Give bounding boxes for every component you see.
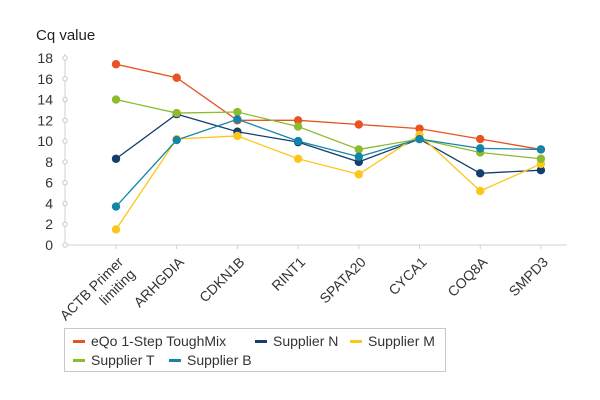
data-point [536,154,546,163]
data-point [111,60,121,69]
data-point [111,202,121,211]
data-point [233,131,242,141]
y-tick-label: 10 [37,133,53,149]
y-tick-mark [62,221,68,227]
y-tick-mark [62,138,68,144]
data-point [354,170,363,179]
y-tick-label: 0 [45,237,53,253]
x-tick-label-line: ARHGDIA [130,253,187,310]
data-point [476,186,485,196]
data-point [476,134,485,144]
data-point [354,145,363,154]
y-tick-label: 18 [37,50,53,66]
x-tick-label-line: SPATA20 [316,254,369,307]
x-tick-label: ACTB Primerlimiting [57,254,139,336]
data-point [536,166,546,175]
x-tick-label: CYCA1 [385,254,429,298]
data-point [536,145,546,154]
x-tick-label-line: CYCA1 [385,254,429,298]
y-tick-label: 4 [45,195,53,211]
data-point [293,122,303,131]
data-point [354,120,363,129]
y-tick-mark [62,200,68,207]
data-point [415,124,424,133]
legend-swatch [73,358,85,362]
x-tick-label-line: SMPD3 [506,254,552,300]
data-point [293,154,303,163]
legend-label: Supplier T [91,352,155,368]
series-line [115,134,542,230]
legend-label: Supplier B [187,352,252,368]
y-tick-label: 16 [37,71,53,87]
legend-swatch [73,339,85,343]
legend-label: Supplier M [368,333,435,349]
y-tick-label: 12 [37,112,53,128]
data-point [172,108,181,118]
x-tick-label: ARHGDIA [130,253,187,310]
data-point [111,95,121,104]
legend-label: eQo 1-Step ToughMix [91,333,227,349]
series-line [115,118,541,207]
legend: eQo 1-Step ToughMix Supplier N Supplier M S… [64,328,446,372]
y-tick-mark [62,55,68,61]
legend-swatch [255,339,267,343]
data-point [233,115,242,124]
legend-label: Supplier N [273,333,339,349]
legend-item: Supplier B [169,352,252,368]
y-axis-title: Cq value [36,27,95,44]
data-point [172,73,181,82]
data-point [354,152,363,161]
x-tick-label: SPATA20 [316,254,369,307]
y-tick-mark [62,117,68,124]
x-tick-label: CDKN1B [196,254,247,305]
y-tick-mark [62,242,68,248]
x-tick-label: SMPD3 [506,254,552,300]
x-tick-label-line: CDKN1B [196,254,247,305]
y-tick-mark [62,96,68,103]
data-point [233,107,242,117]
y-tick-label: 8 [45,154,53,170]
data-point [172,135,181,145]
data-point [111,154,121,163]
legend-item: Supplier N [255,333,338,349]
x-tick-label-line: RINT1 [268,254,308,294]
x-tick-label: RINT1 [268,254,308,294]
data-point [415,134,424,144]
data-point [111,225,121,234]
legend-item: Supplier T [73,352,155,368]
legend-item: Supplier M [350,333,435,349]
data-point [293,116,303,125]
y-tick-label: 14 [37,92,53,108]
data-point [476,169,485,178]
data-point [293,136,303,146]
series-line [115,98,541,160]
y-tick-mark [62,76,68,82]
x-tick-label-line: COQ8A [444,253,490,299]
y-tick-mark [62,159,68,165]
series-line [115,63,542,151]
y-tick-label: 2 [45,216,53,232]
y-tick-mark [62,179,68,186]
legend-item: eQo 1-Step ToughMix [73,333,226,349]
legend-swatch [169,358,181,362]
x-tick-label: COQ8A [444,253,490,299]
y-tick-label: 6 [45,175,53,191]
series-line [115,113,541,174]
legend-swatch [350,339,362,343]
data-point [476,144,485,153]
